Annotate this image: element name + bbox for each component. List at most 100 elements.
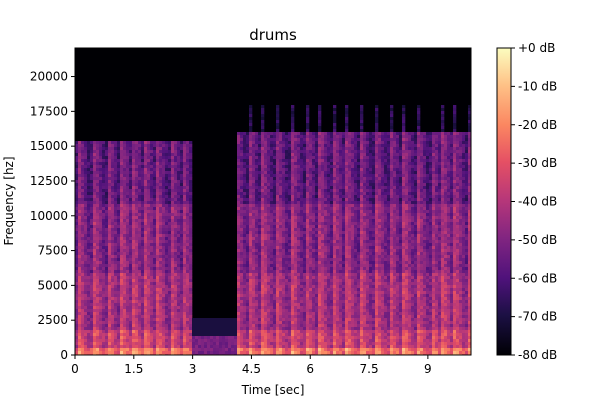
spectrogram-cell [123,240,127,244]
spectrogram-cell [264,162,268,166]
spectrogram-cell [303,285,307,289]
spectrogram-cell [312,162,316,166]
spectrogram-cell [246,234,250,238]
spectrogram-cell [132,321,136,325]
spectrogram-cell [285,228,289,232]
spectrogram-cell [150,288,154,292]
spectrogram-cell [114,213,118,217]
spectrogram-cell [186,291,190,295]
spectrogram-cell [111,264,115,268]
spectrogram-cell [150,294,154,298]
spectrogram-cell [309,348,313,352]
spectrogram-cell [300,138,304,142]
spectrogram-cell [189,291,193,295]
spectrogram-cell [273,225,277,229]
spectrogram-cell [300,249,304,253]
spectrogram-cell [183,318,187,322]
spectrogram-cell [126,264,130,268]
spectrogram-cell [294,225,298,229]
spectrogram-cell [255,237,259,241]
spectrogram-cell [264,216,268,220]
spectrogram-cell [111,186,115,190]
spectrogram-cell [159,255,163,259]
spectrogram-cell [78,294,82,298]
spectrogram-cell [84,222,88,226]
spectrogram-cell [291,123,295,127]
spectrogram-cell [189,150,193,154]
spectrogram-cell [165,288,169,292]
spectrogram-cell [240,165,244,169]
spectrogram-cell [159,270,163,274]
spectrogram-cell [189,339,193,343]
spectrogram-cell [180,264,184,268]
spectrogram-cell [159,204,163,208]
spectrogram-cell [156,255,160,259]
spectrogram-cell [264,273,268,277]
spectrogram-cell [288,291,292,295]
spectrogram-cell [162,336,166,340]
spectrogram-cell [312,318,316,322]
spectrogram-cell [123,177,127,181]
spectrogram-cell [243,228,247,232]
spectrogram-cell [294,237,298,241]
spectrogram-cell [243,171,247,175]
spectrogram-cell [252,237,256,241]
spectrogram-cell [147,351,151,355]
spectrogram-cell [150,231,154,235]
spectrogram-cell [159,333,163,337]
spectrogram-cell [282,234,286,238]
spectrogram-cell [273,219,277,223]
spectrogram-cell [141,162,145,166]
spectrogram-cell [183,195,187,199]
spectrogram-cell [237,336,241,340]
spectrogram-cell [141,198,145,202]
spectrogram-cell [252,330,256,334]
spectrogram-cell [108,201,112,205]
spectrogram-cell [120,192,124,196]
spectrogram-cell [312,135,316,139]
spectrogram-cell [267,180,271,184]
spectrogram-cell [96,252,100,256]
spectrogram-cell [99,174,103,178]
spectrogram-cell [291,120,295,124]
spectrogram-cell [255,324,259,328]
spectrogram-cell [75,309,79,313]
spectrogram-cell [117,153,121,157]
spectrogram-cell [81,333,85,337]
spectrogram-cell [285,312,289,316]
spectrogram-cell [87,270,91,274]
spectrogram-cell [228,348,232,352]
spectrogram-cell [279,132,283,136]
spectrogram-cell [75,312,79,316]
spectrogram-cell [87,141,91,145]
spectrogram-cell [261,249,265,253]
spectrogram-cell [135,282,139,286]
spectrogram-cell [156,246,160,250]
spectrogram-cell [246,204,250,208]
spectrogram-cell [168,270,172,274]
spectrogram-cell [75,249,79,253]
spectrogram-cell [261,276,265,280]
spectrogram-cell [171,339,175,343]
spectrogram-cell [75,165,79,169]
spectrogram-cell [153,171,157,175]
spectrogram-cell [75,153,79,157]
spectrogram-cell [309,252,313,256]
spectrogram-cell [177,285,181,289]
spectrogram-cell [267,204,271,208]
spectrogram-cell [297,246,301,250]
spectrogram-cell [168,327,172,331]
spectrogram-cell [108,180,112,184]
spectrogram-cell [90,300,94,304]
spectrogram-cell [117,168,121,172]
spectrogram-cell [291,258,295,262]
spectrogram-cell [162,246,166,250]
spectrogram-cell [174,339,178,343]
spectrogram-cell [243,210,247,214]
spectrogram-cell [117,207,121,211]
spectrogram-cell [180,246,184,250]
spectrogram-cell [114,180,118,184]
spectrogram-cell [180,282,184,286]
spectrogram-cell [261,255,265,259]
spectrogram-cell [102,198,106,202]
